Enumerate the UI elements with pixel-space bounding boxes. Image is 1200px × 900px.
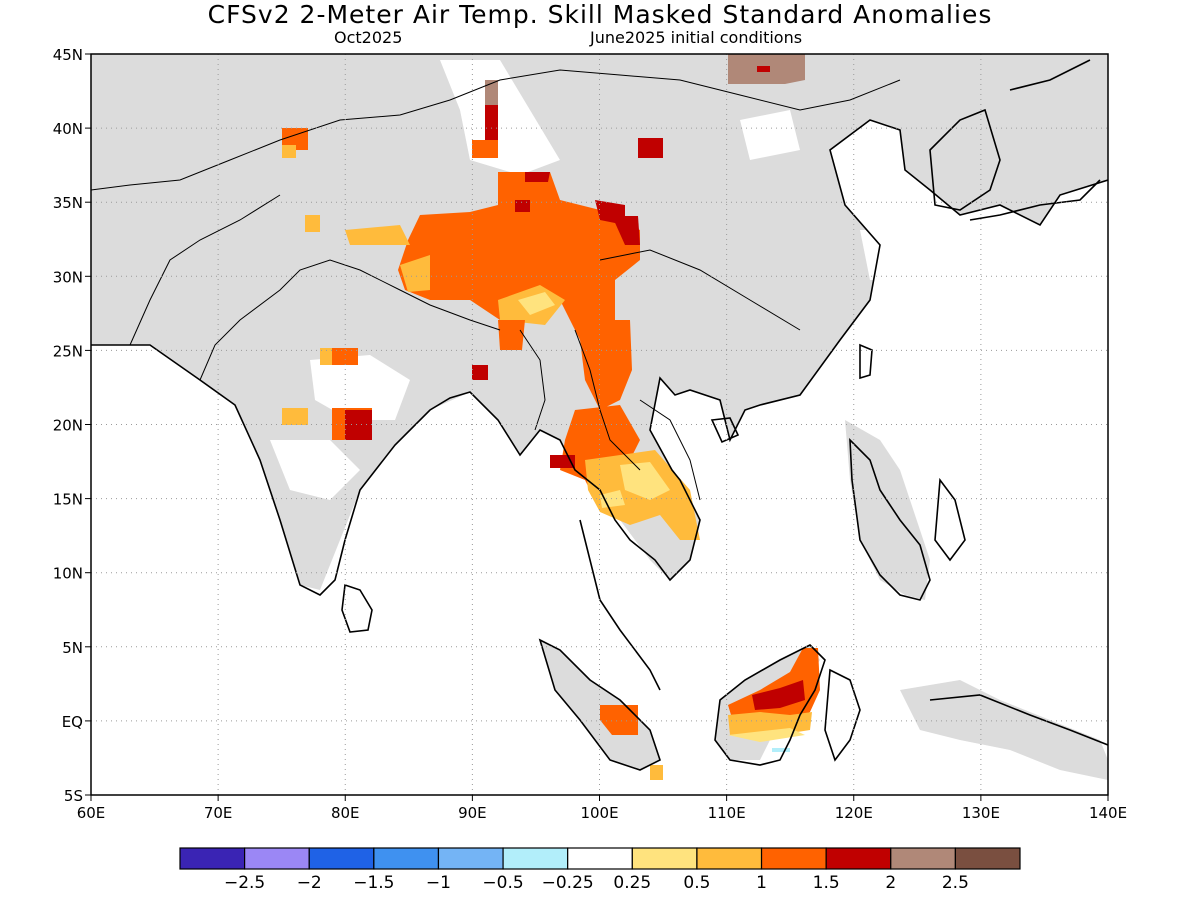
colorbar-swatch [760, 847, 827, 870]
grid-lines [91, 54, 1108, 795]
x-tick-label: 100E [580, 804, 618, 822]
y-tick-label: EQ [62, 713, 83, 731]
colorbar-label: −0.25 [542, 873, 594, 893]
y-tick-label: 5N [62, 639, 83, 657]
colorbar-label: −1.5 [353, 873, 394, 893]
colorbar-swatch [308, 847, 375, 870]
colorbar-swatch [567, 847, 633, 870]
y-tick-label: 40N [53, 120, 83, 138]
colorbar-label: 0.5 [683, 873, 710, 893]
colorbar-label: 2.5 [942, 873, 969, 893]
coastlines [91, 59, 1108, 771]
forecast-month: Oct2025 [334, 28, 403, 47]
colorbar-swatch [373, 847, 440, 870]
colorbar-label: −2 [297, 873, 322, 893]
x-tick-label: 80E [331, 804, 360, 822]
map-title: CFSv2 2-Meter Air Temp. Skill Masked Sta… [207, 0, 993, 29]
x-axis: 60E 70E 80E 90E 100E 110E 120E 130E 140E [77, 795, 1127, 822]
colorbar: −2.5 −2 −1.5 −1 −0.5 −0.25 0.25 0.5 1 1.5 2 2.5 [179, 847, 1021, 893]
y-axis: 5S EQ 5N 10N 15N 20N 25N 30N 35N 40N 45N [53, 46, 91, 805]
colorbar-swatch [502, 847, 569, 870]
colorbar-label: −2.5 [224, 873, 265, 893]
colorbar-label: 2 [885, 873, 896, 893]
x-tick-label: 60E [77, 804, 106, 822]
x-tick-label: 70E [204, 804, 233, 822]
colorbar-label: 1 [756, 873, 767, 893]
y-tick-label: 20N [53, 417, 83, 435]
colorbar-swatch [696, 847, 763, 870]
country-borders [91, 69, 901, 501]
colorbar-swatch [179, 847, 246, 870]
y-tick-label: 15N [53, 491, 83, 509]
colorbar-label: −1 [426, 873, 451, 893]
colorbar-swatch [244, 847, 310, 870]
colorbar-swatch [890, 847, 956, 870]
anomaly-fills [282, 54, 820, 780]
x-tick-label: 140E [1089, 804, 1127, 822]
y-tick-label: 35N [53, 194, 83, 212]
colorbar-label: 0.25 [613, 873, 651, 893]
y-tick-label: 5S [64, 787, 83, 805]
y-tick-label: 30N [53, 268, 83, 286]
colorbar-label: 1.5 [813, 873, 840, 893]
colorbar-label: −0.5 [482, 873, 523, 893]
y-tick-label: 25N [53, 342, 83, 360]
initial-conditions: June2025 initial conditions [590, 28, 803, 47]
y-tick-label: 45N [53, 46, 83, 64]
y-tick-label: 10N [53, 565, 83, 583]
colorbar-swatch [954, 847, 1021, 870]
colorbar-swatch [437, 847, 504, 870]
colorbar-swatch [825, 847, 892, 870]
x-tick-label: 130E [962, 804, 1000, 822]
colorbar-swatch [631, 847, 698, 870]
x-tick-label: 120E [835, 804, 873, 822]
x-tick-label: 90E [458, 804, 487, 822]
x-tick-label: 110E [708, 804, 746, 822]
